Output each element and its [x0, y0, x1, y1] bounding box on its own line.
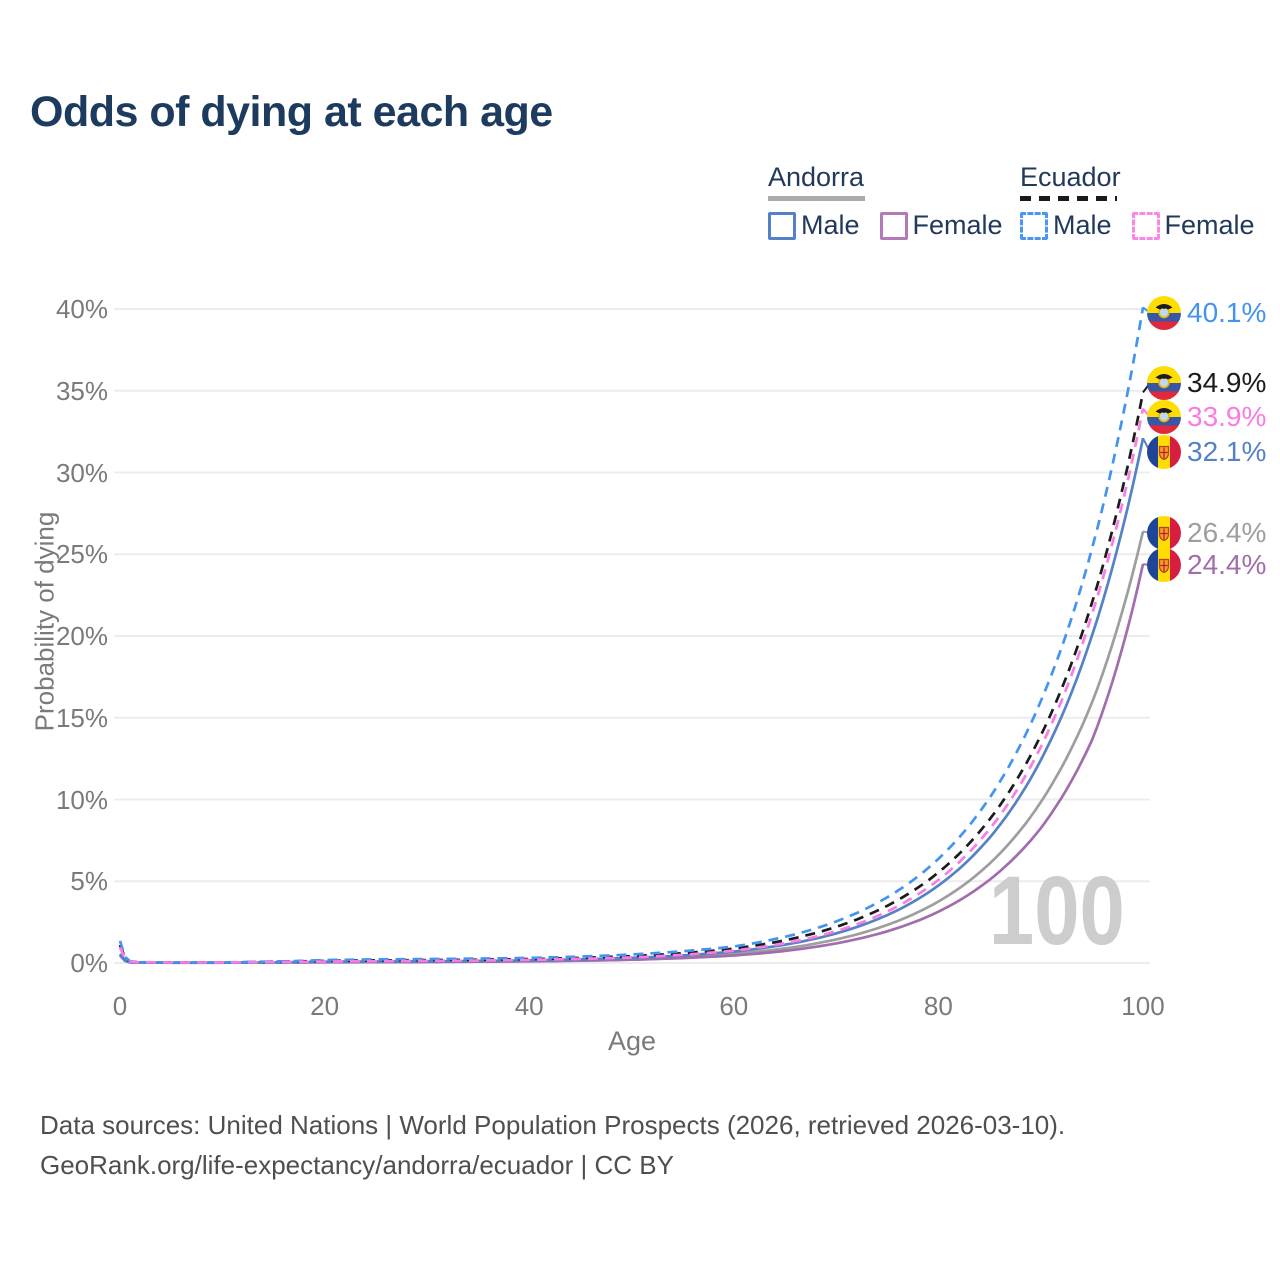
- ecuador-female-swatch-icon: [1131, 211, 1160, 240]
- x-tick-label: 60: [719, 991, 749, 1021]
- andorra-male-swatch-icon: [768, 211, 796, 240]
- series-line-ecuador_female: [118, 408, 1145, 964]
- y-tick-label: 10%: [55, 784, 108, 815]
- x-tick-label: 0: [112, 991, 128, 1021]
- andorra-flag-icon: [1147, 548, 1181, 582]
- x-tick-label: 20: [310, 991, 340, 1021]
- ecuador-dashed-line-swatch: [1020, 196, 1117, 201]
- end-label-andorra_male: 32.1%: [1147, 435, 1266, 469]
- ecuador-flag-icon: [1147, 366, 1181, 400]
- data-sources-text: Data sources: United Nations | World Pop…: [40, 1110, 1066, 1140]
- series-line-ecuador_male: [118, 307, 1145, 964]
- legend-item-label: Female: [912, 210, 1003, 240]
- legend-item-label: Female: [1164, 210, 1255, 240]
- legend-item-ecuador-female[interactable]: Female: [1131, 210, 1255, 241]
- andorra-flag-icon: [1147, 516, 1181, 550]
- x-tick-label: 80: [923, 991, 953, 1021]
- end-label-value: 26.4%: [1187, 517, 1267, 548]
- x-axis-title: Age: [607, 1026, 657, 1056]
- legend-item-label: Male: [1053, 210, 1112, 240]
- ecuador-male-swatch-icon: [1020, 211, 1048, 240]
- y-tick-label: 40%: [55, 294, 108, 324]
- end-label-andorra_female: 24.4%: [1147, 548, 1266, 582]
- legend-group-andorra: Andorra Male Female: [768, 162, 1003, 241]
- attribution-text: GeoRank.org/life-expectancy/andorra/ecua…: [40, 1150, 674, 1180]
- page-title: Odds of dying at each age: [30, 88, 553, 136]
- y-tick-label: 20%: [55, 621, 108, 651]
- ecuador-flag-icon: [1147, 296, 1181, 330]
- legend-title-andorra[interactable]: Andorra: [768, 162, 1003, 201]
- y-tick-label: 0%: [70, 948, 108, 978]
- end-label-andorra_total: 26.4%: [1147, 516, 1266, 550]
- legend-item-andorra-male[interactable]: Male: [768, 210, 860, 241]
- legend-item-ecuador-male[interactable]: Male: [1020, 210, 1112, 241]
- end-label-value: 32.1%: [1187, 436, 1267, 467]
- y-tick-label: 30%: [55, 457, 108, 488]
- end-label-value: 24.4%: [1187, 549, 1267, 580]
- age-watermark: 100: [989, 856, 1125, 965]
- legend-title-ecuador[interactable]: Ecuador: [1020, 162, 1255, 201]
- y-tick-label: 5%: [70, 866, 108, 897]
- series-line-ecuador_total: [118, 392, 1145, 964]
- andorra-female-swatch-icon: [879, 211, 908, 240]
- y-tick-label: 15%: [55, 702, 108, 733]
- legend-item-andorra-female[interactable]: Female: [879, 210, 1003, 241]
- y-tick-label: 25%: [55, 539, 108, 570]
- end-label-value: 33.9%: [1187, 401, 1267, 432]
- legend-group-ecuador: Ecuador Male Female: [1020, 162, 1255, 241]
- andorra-flag-icon: [1147, 435, 1181, 469]
- x-tick-label: 100: [1121, 991, 1165, 1021]
- end-label-value: 40.1%: [1187, 297, 1267, 328]
- end-label-ecuador_total: 34.9%: [1147, 366, 1266, 400]
- legend-group-label: Ecuador: [1020, 162, 1121, 192]
- y-tick-label: 35%: [55, 375, 108, 406]
- legend-item-label: Male: [801, 210, 860, 240]
- x-tick-label: 40: [514, 991, 544, 1021]
- legend-group-label: Andorra: [768, 162, 865, 192]
- end-label-value: 34.9%: [1187, 367, 1267, 398]
- end-label-ecuador_male: 40.1%: [1147, 296, 1266, 330]
- end-label-ecuador_female: 33.9%: [1147, 400, 1266, 434]
- andorra-solid-line-swatch: [768, 196, 865, 201]
- ecuador-flag-icon: [1147, 400, 1181, 434]
